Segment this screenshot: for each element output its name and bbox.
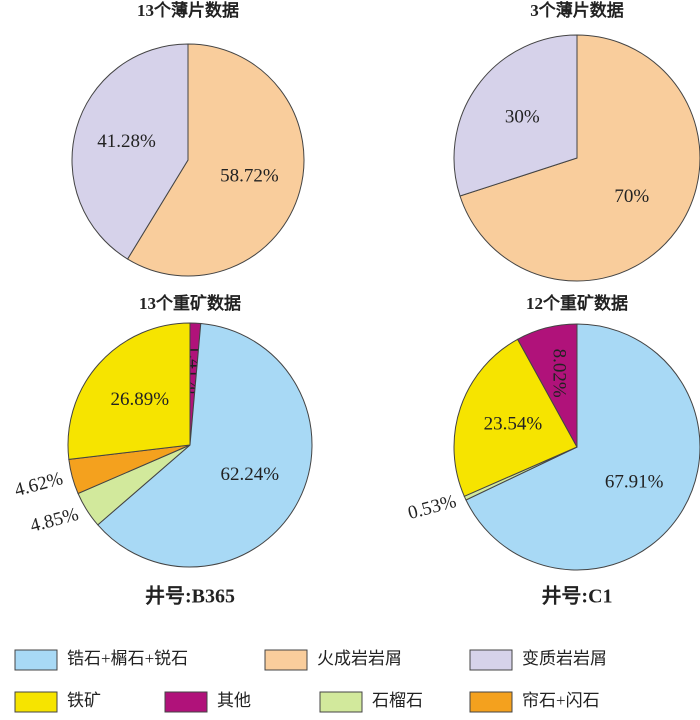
value-label: 30%	[505, 107, 540, 128]
legend-swatch	[14, 649, 58, 671]
value-label: 0.53%	[406, 491, 459, 524]
pie-title: 12个重矿数据	[526, 293, 628, 313]
value-label: 23.54%	[484, 414, 543, 435]
value-label: 58.72%	[220, 166, 279, 187]
value-label: 67.91%	[605, 471, 664, 492]
pie-slice	[459, 34, 700, 282]
legend-swatch	[14, 691, 58, 713]
well-label: 井号:B365	[145, 585, 235, 608]
value-label: 41.28%	[97, 131, 156, 152]
value-label: 26.89%	[111, 389, 170, 410]
legend-label: 锆石+榍石+锐石	[67, 649, 188, 668]
pie-slice	[453, 34, 578, 197]
pie-slice	[465, 323, 700, 571]
pie-slice	[516, 323, 578, 448]
pie-slice	[71, 43, 189, 260]
value-label: 70%	[614, 186, 649, 207]
pie-slice	[97, 322, 313, 568]
legend-label: 变质岩岩屑	[522, 649, 607, 668]
legend-label: 石榴石	[372, 691, 423, 710]
legend-swatch	[469, 691, 513, 713]
pie-title: 13个薄片数据	[137, 0, 239, 20]
well-label: 井号:C1	[541, 585, 612, 608]
value-label: 4.85%	[28, 504, 81, 537]
legend-swatch	[164, 691, 208, 713]
pie-title: 3个薄片数据	[530, 0, 624, 20]
value-label: 62.24%	[220, 464, 279, 485]
legend-swatch	[319, 691, 363, 713]
legend-label: 其他	[217, 691, 251, 710]
pie-slice	[126, 43, 305, 277]
value-label: 4.62%	[12, 468, 65, 501]
legend-label: 火成岩岩屑	[317, 649, 402, 668]
pie-slice	[453, 338, 578, 497]
legend-swatch	[264, 649, 308, 671]
legend-label: 铁矿	[67, 691, 101, 710]
pie-slice	[67, 322, 191, 460]
value-label: 8.02%	[549, 349, 570, 398]
pie-title: 13个重矿数据	[139, 293, 241, 313]
legend-label: 帘石+闪石	[522, 691, 600, 710]
legend-swatch	[469, 649, 513, 671]
